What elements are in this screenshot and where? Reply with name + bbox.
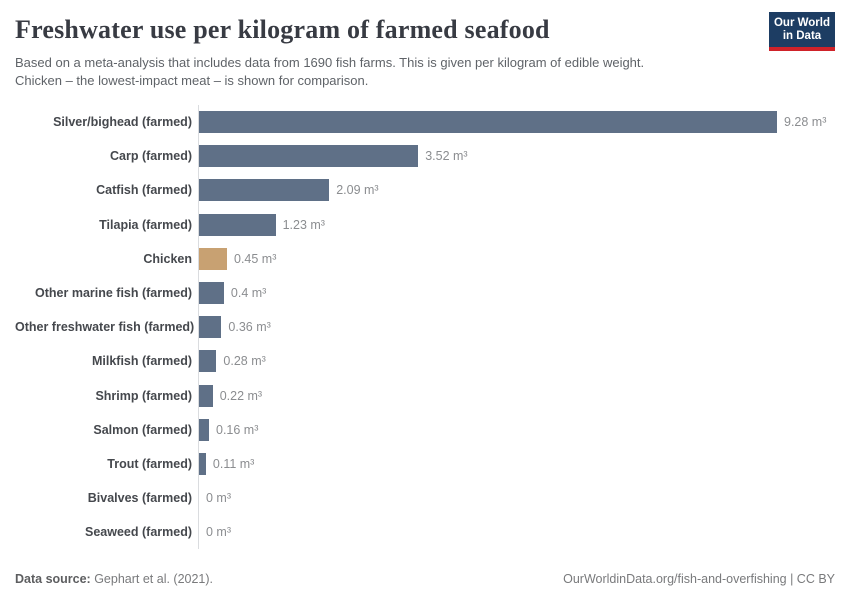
bar-row: Milkfish (farmed) 0.28 m³ xyxy=(15,344,835,379)
bar-row: Chicken 0.45 m³ xyxy=(15,241,835,276)
bar[interactable] xyxy=(199,111,777,134)
owid-logo-line1: Our World xyxy=(773,17,830,29)
bar[interactable] xyxy=(199,247,227,270)
category-label: Tilapia (farmed) xyxy=(99,217,192,232)
bar-area: 9.28 m³ xyxy=(198,105,835,140)
bar[interactable] xyxy=(199,316,222,339)
category-label: Catfish (farmed) xyxy=(96,183,192,198)
data-source: Data source: Gephart et al. (2021). xyxy=(15,572,213,586)
value-label: 0.45 m³ xyxy=(234,251,277,266)
bar-area: 0.11 m³ xyxy=(198,446,835,482)
bar-area: 0.22 m³ xyxy=(198,378,835,413)
bar[interactable] xyxy=(199,282,224,305)
chart-title: Freshwater use per kilogram of farmed se… xyxy=(15,15,550,44)
bar-area: 0.28 m³ xyxy=(198,344,835,379)
value-label: 0.4 m³ xyxy=(230,286,267,301)
bar-area: 0 m³ xyxy=(198,515,835,550)
value-label: 3.52 m³ xyxy=(425,149,468,164)
bar-row: Tilapia (farmed) 1.23 m³ xyxy=(15,207,835,242)
value-label: 0 m³ xyxy=(206,525,231,540)
bar[interactable] xyxy=(199,452,206,475)
bar-chart: Silver/bighead (farmed) 9.28 m³ Carp (fa… xyxy=(15,105,835,550)
bar-row: Carp (farmed) 3.52 m³ xyxy=(15,139,835,174)
owid-logo[interactable]: Our World in Data xyxy=(769,12,835,51)
bar[interactable] xyxy=(199,350,217,373)
value-label: 2.09 m³ xyxy=(336,183,379,198)
bar-area: 3.52 m³ xyxy=(198,139,835,174)
value-label: 0.11 m³ xyxy=(212,456,255,471)
bar[interactable] xyxy=(199,179,330,202)
bar-area: 0.45 m³ xyxy=(198,241,835,276)
bar-row: Other marine fish (farmed) 0.4 m³ xyxy=(15,275,835,311)
chart-subtitle: Based on a meta-analysis that includes d… xyxy=(15,54,644,90)
category-label: Salmon (farmed) xyxy=(93,422,192,437)
bar-row: Shrimp (farmed) 0.22 m³ xyxy=(15,378,835,413)
bar-area: 0.16 m³ xyxy=(198,412,835,447)
category-label: Silver/bighead (farmed) xyxy=(53,115,192,130)
category-label: Chicken xyxy=(143,251,192,266)
value-label: 0.16 m³ xyxy=(216,422,259,437)
bar-area: 1.23 m³ xyxy=(198,207,835,242)
bar-row: Silver/bighead (farmed) 9.28 m³ xyxy=(15,105,835,140)
bar-row: Other freshwater fish (farmed) 0.36 m³ xyxy=(15,310,835,345)
header-text-block: Freshwater use per kilogram of farmed se… xyxy=(15,14,644,90)
category-label: Other marine fish (farmed) xyxy=(35,286,192,301)
bar[interactable] xyxy=(199,145,419,168)
bar-area: 0.36 m³ xyxy=(198,310,835,345)
value-label: 0.36 m³ xyxy=(228,320,271,335)
bar[interactable] xyxy=(199,213,276,236)
data-source-label: Data source: xyxy=(15,572,91,586)
category-label: Trout (farmed) xyxy=(107,456,192,471)
chart-footer: Data source: Gephart et al. (2021). OurW… xyxy=(15,572,835,588)
bar-area: 0 m³ xyxy=(198,481,835,516)
category-label: Shrimp (farmed) xyxy=(95,388,192,403)
bar-row: Salmon (farmed) 0.16 m³ xyxy=(15,412,835,447)
bar-row: Seaweed (farmed) 0 m³ xyxy=(15,515,835,550)
category-label: Bivalves (farmed) xyxy=(87,491,192,506)
value-label: 0.28 m³ xyxy=(223,354,266,369)
category-label: Other freshwater fish (farmed) xyxy=(15,320,195,335)
credit-link[interactable]: OurWorldinData.org/fish-and-overfishing … xyxy=(563,572,835,586)
value-label: 0.22 m³ xyxy=(219,388,263,403)
category-label: Milkfish (farmed) xyxy=(91,354,192,369)
category-label: Carp (farmed) xyxy=(110,149,192,164)
category-label: Seaweed (farmed) xyxy=(85,525,192,540)
bar-row: Bivalves (farmed) 0 m³ xyxy=(15,481,835,516)
chart-subtitle-line2: Chicken – the lowest-impact meat – is sh… xyxy=(15,73,369,88)
value-label: 9.28 m³ xyxy=(784,115,827,130)
data-source-value: Gephart et al. (2021). xyxy=(90,572,214,586)
owid-logo-line2: in Data xyxy=(782,30,822,42)
chart-header: Freshwater use per kilogram of farmed se… xyxy=(15,12,835,90)
bar-area: 0.4 m³ xyxy=(198,275,835,311)
bar-row: Trout (farmed) 0.11 m³ xyxy=(15,446,835,482)
value-label: 0 m³ xyxy=(206,491,231,506)
chart-subtitle-line1: Based on a meta-analysis that includes d… xyxy=(15,55,645,70)
bar[interactable] xyxy=(199,418,209,441)
value-label: 1.23 m³ xyxy=(282,217,325,232)
bar-row: Catfish (farmed) 2.09 m³ xyxy=(15,173,835,208)
bar-rows: Silver/bighead (farmed) 9.28 m³ Carp (fa… xyxy=(15,105,835,550)
bar-area: 2.09 m³ xyxy=(198,173,835,208)
bar[interactable] xyxy=(199,384,213,407)
